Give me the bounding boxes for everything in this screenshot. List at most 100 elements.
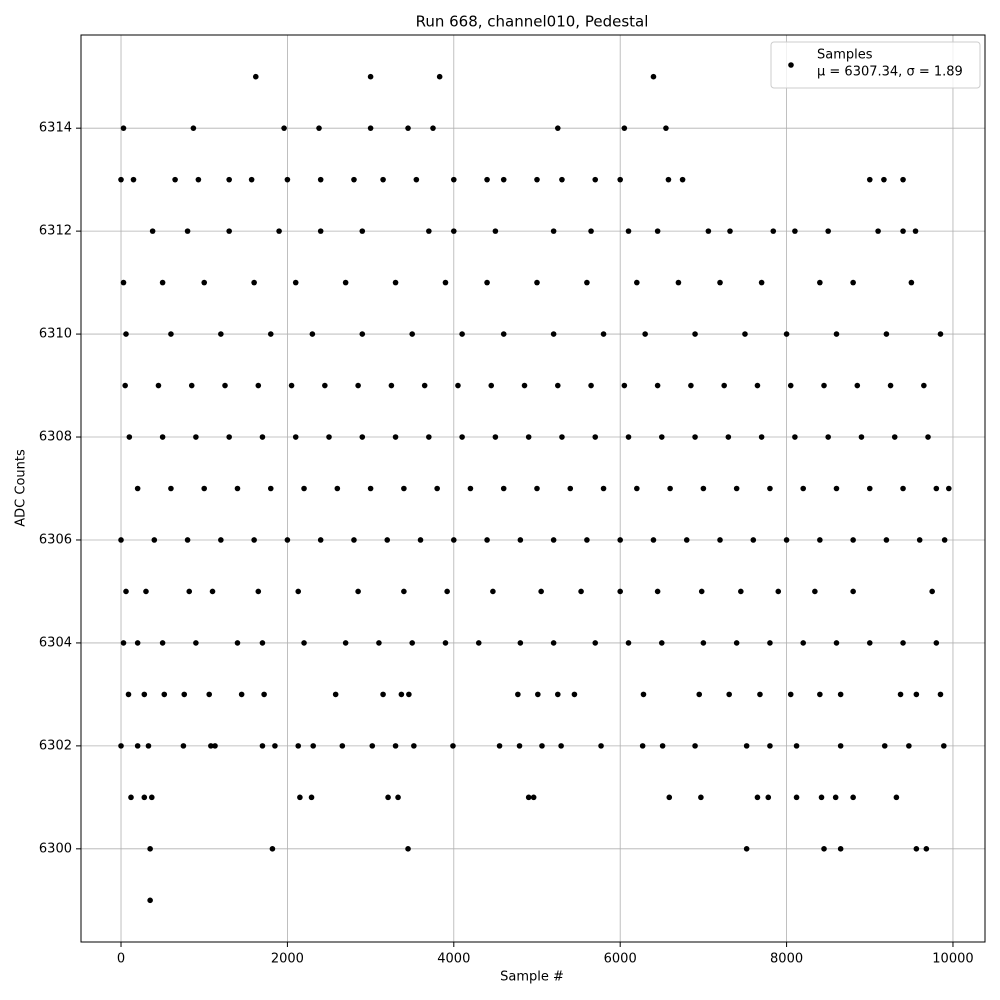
point: [301, 485, 307, 492]
y-tick-label: 6306: [39, 532, 72, 547]
point: [825, 228, 831, 234]
point: [812, 588, 818, 595]
point: [488, 382, 495, 389]
point: [675, 279, 682, 286]
point: [359, 331, 366, 337]
point: [322, 382, 328, 389]
point: [738, 588, 744, 595]
point: [650, 537, 657, 543]
x-tick-label: 2000: [271, 952, 304, 967]
point: [500, 485, 507, 492]
point: [248, 176, 255, 183]
point: [201, 485, 208, 492]
point: [906, 743, 912, 749]
point: [251, 537, 257, 543]
point: [126, 434, 133, 440]
point: [406, 691, 412, 698]
point: [181, 691, 188, 698]
point: [800, 640, 807, 646]
point: [667, 485, 673, 492]
point: [721, 382, 727, 389]
point: [550, 640, 557, 646]
point: [193, 434, 199, 440]
point: [190, 125, 197, 131]
point: [145, 743, 152, 749]
point: [817, 537, 823, 543]
point: [659, 743, 666, 749]
point: [908, 279, 915, 286]
point: [665, 176, 672, 183]
point: [359, 434, 366, 440]
point: [421, 382, 428, 389]
point: [455, 382, 461, 389]
point: [825, 434, 831, 440]
point: [226, 176, 232, 183]
point: [149, 228, 156, 234]
point: [392, 743, 399, 749]
point: [658, 434, 665, 440]
point: [409, 331, 416, 337]
point: [850, 279, 856, 286]
point: [141, 794, 148, 801]
point: [881, 743, 888, 749]
point: [758, 279, 765, 286]
point: [467, 485, 474, 492]
point: [692, 743, 698, 749]
point: [125, 691, 132, 698]
point: [218, 537, 224, 543]
point: [284, 176, 291, 183]
point: [912, 228, 919, 234]
point: [900, 176, 906, 183]
point: [141, 691, 148, 698]
point: [717, 537, 723, 543]
point: [558, 743, 564, 749]
point: [875, 228, 881, 234]
point: [484, 176, 490, 183]
point: [339, 743, 346, 749]
point: [913, 691, 920, 698]
point: [588, 228, 594, 234]
point: [887, 382, 894, 389]
point: [209, 588, 216, 595]
point: [923, 846, 930, 852]
y-axis-label: ADC Counts: [14, 449, 29, 527]
point: [530, 794, 537, 801]
point: [316, 125, 322, 131]
point: [946, 485, 952, 492]
point: [459, 331, 465, 337]
point: [792, 434, 798, 440]
point: [342, 279, 349, 286]
point: [821, 382, 827, 389]
point: [757, 691, 763, 698]
point: [750, 537, 757, 543]
point: [567, 485, 574, 492]
point: [380, 176, 386, 183]
point: [226, 434, 232, 440]
point: [308, 794, 315, 801]
point: [866, 176, 873, 183]
point: [426, 434, 432, 440]
point: [592, 640, 599, 646]
point: [621, 125, 628, 131]
point: [634, 485, 640, 492]
point: [937, 331, 944, 337]
x-tick-label: 8000: [770, 952, 803, 967]
point: [600, 485, 607, 492]
point: [267, 485, 274, 492]
point: [592, 176, 599, 183]
y-tick-label: 6310: [39, 327, 72, 342]
point: [866, 640, 873, 646]
point: [783, 537, 790, 543]
point: [218, 331, 224, 337]
point: [517, 537, 524, 543]
point: [881, 176, 887, 183]
point: [168, 331, 174, 337]
point: [310, 743, 316, 749]
point: [288, 382, 295, 389]
point: [837, 691, 844, 698]
point: [584, 537, 590, 543]
point: [717, 279, 723, 286]
y-tick-label: 6308: [39, 430, 72, 445]
